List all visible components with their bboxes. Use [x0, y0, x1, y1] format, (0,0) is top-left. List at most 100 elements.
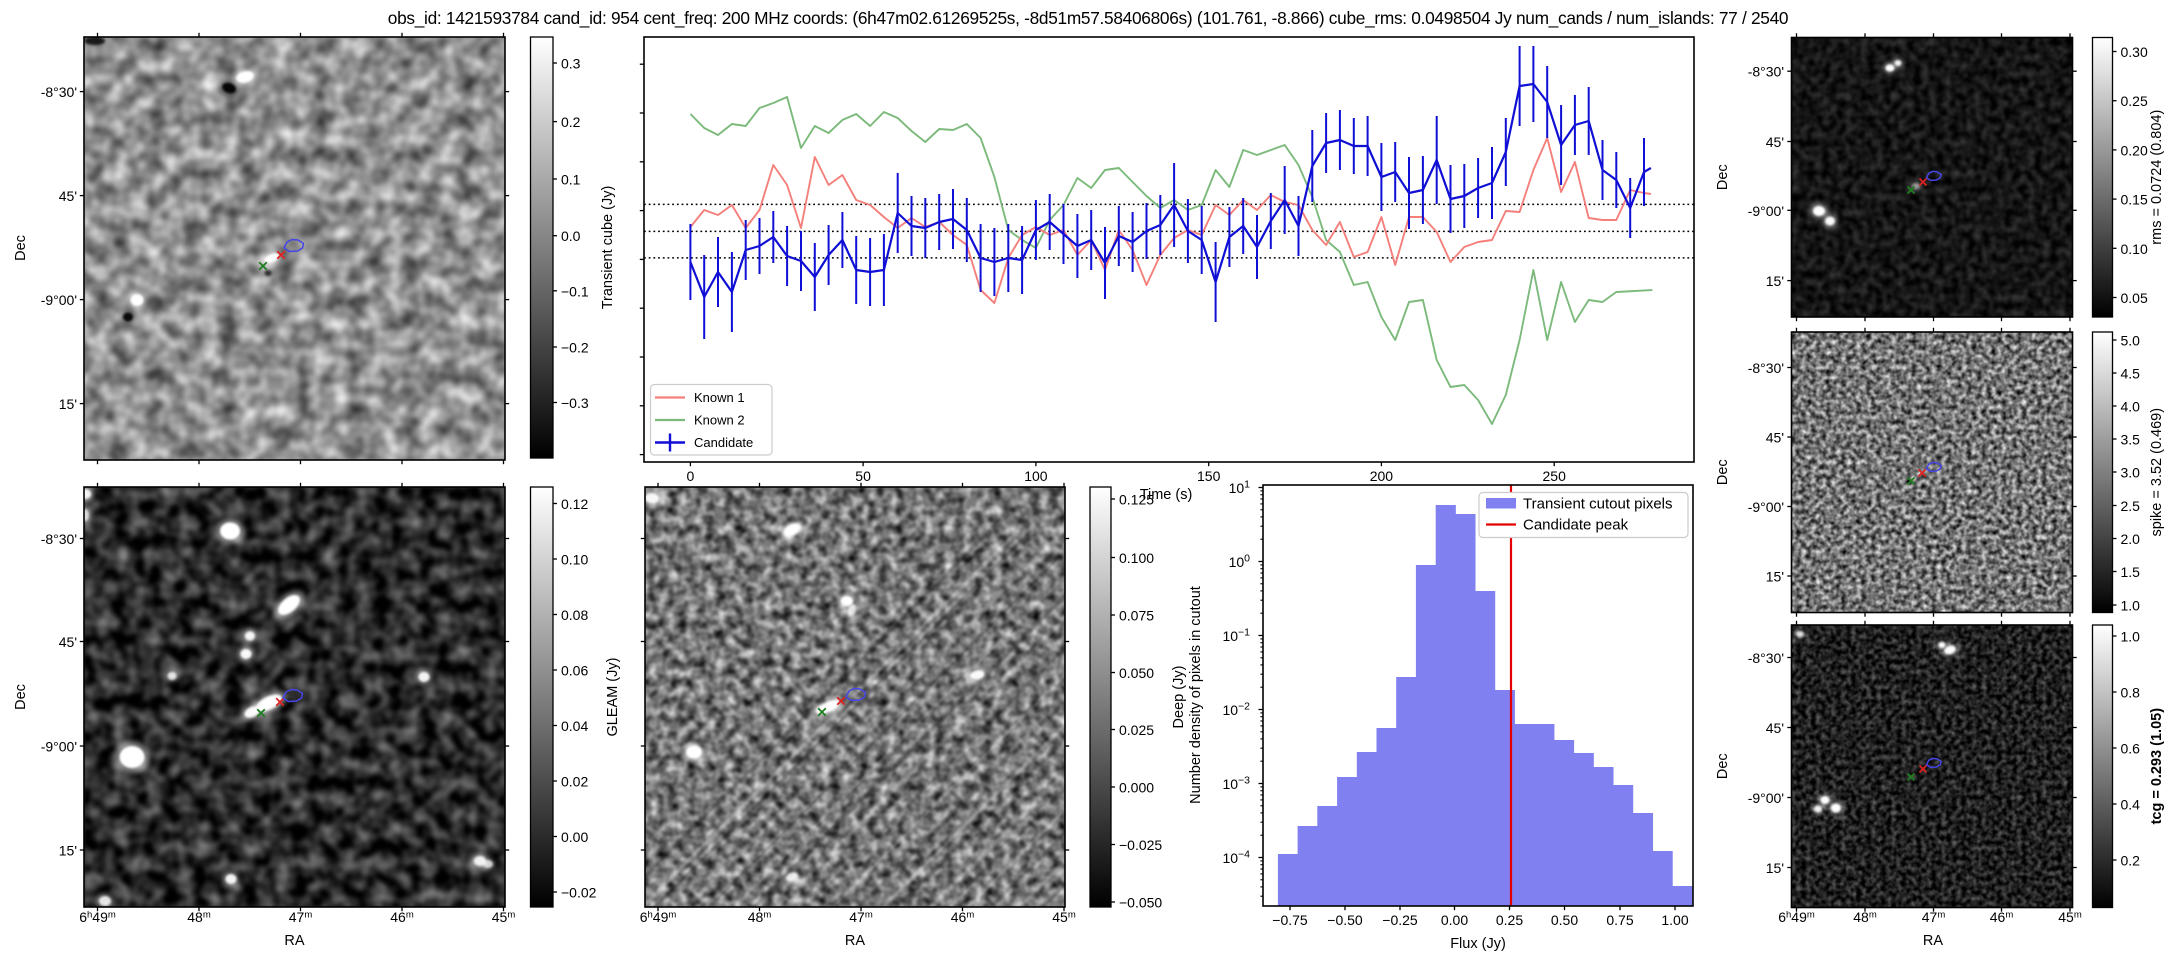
svg-text:0.25: 0.25 [2121, 93, 2148, 109]
svg-text:0: 0 [687, 468, 695, 484]
svg-text:RA: RA [845, 933, 865, 949]
svg-text:0.8: 0.8 [2121, 685, 2141, 701]
svg-text:0.00: 0.00 [1441, 912, 1468, 928]
svg-text:tcg = 0.293 (1.05): tcg = 0.293 (1.05) [2149, 708, 2165, 825]
svg-text:4.5: 4.5 [2121, 366, 2141, 382]
svg-text:45': 45' [1766, 134, 1784, 150]
svg-text:0.6: 0.6 [2121, 741, 2141, 757]
svg-text:1.0: 1.0 [2121, 598, 2141, 614]
svg-text:250: 250 [1543, 468, 1567, 484]
svg-text:Dec: Dec [13, 684, 29, 710]
svg-text:rms = 0.0724 (0.804): rms = 0.0724 (0.804) [2149, 110, 2165, 245]
svg-text:45': 45' [1766, 430, 1784, 446]
svg-text:Dec: Dec [1715, 164, 1731, 190]
svg-text:50: 50 [855, 468, 871, 484]
svg-text:-9°00': -9°00' [1748, 790, 1784, 806]
svg-text:200: 200 [1370, 468, 1394, 484]
svg-text:Known 1: Known 1 [694, 390, 745, 405]
svg-text:RA: RA [284, 933, 304, 949]
svg-text:0.025: 0.025 [1119, 722, 1154, 738]
svg-text:−0.02: −0.02 [561, 885, 597, 901]
svg-text:0.08: 0.08 [561, 607, 588, 623]
svg-text:0.05: 0.05 [2121, 290, 2148, 306]
svg-text:1.0: 1.0 [2121, 629, 2141, 645]
svg-text:Transient cube (Jy): Transient cube (Jy) [600, 186, 616, 310]
svg-text:0.25: 0.25 [1496, 912, 1523, 928]
svg-text:1.00: 1.00 [1661, 912, 1688, 928]
svg-text:0.20: 0.20 [2121, 142, 2148, 158]
svg-text:-9°00': -9°00' [41, 292, 77, 308]
svg-text:0.100: 0.100 [1119, 550, 1154, 566]
svg-text:-8°30': -8°30' [41, 531, 77, 547]
svg-text:4.0: 4.0 [2121, 399, 2141, 415]
svg-text:−0.25: −0.25 [1382, 912, 1418, 928]
svg-text:0.00: 0.00 [561, 829, 588, 845]
svg-text:0.4: 0.4 [2121, 797, 2141, 813]
svg-text:45': 45' [1766, 720, 1784, 736]
svg-text:0.10: 0.10 [2121, 241, 2148, 257]
svg-text:GLEAM (Jy): GLEAM (Jy) [605, 658, 621, 737]
svg-text:Time (s): Time (s) [1140, 487, 1193, 503]
svg-text:0.2: 0.2 [561, 114, 581, 130]
svg-text:Known 2: Known 2 [694, 413, 745, 428]
svg-text:1.5: 1.5 [2121, 564, 2141, 580]
svg-text:0.2: 0.2 [2121, 853, 2141, 869]
svg-text:0.125: 0.125 [1119, 492, 1154, 508]
svg-text:0.3: 0.3 [561, 56, 581, 72]
svg-text:0.12: 0.12 [561, 496, 588, 512]
svg-text:45': 45' [59, 188, 77, 204]
svg-text:0.15: 0.15 [2121, 192, 2148, 208]
svg-text:obs_id: 1421593784 cand_id: 95: obs_id: 1421593784 cand_id: 954 cent_fre… [388, 8, 1788, 28]
svg-text:3.0: 3.0 [2121, 465, 2141, 481]
svg-text:Transient cutout pixels: Transient cutout pixels [1523, 496, 1673, 513]
svg-text:0.75: 0.75 [1606, 912, 1633, 928]
svg-text:-8°30': -8°30' [1748, 64, 1784, 80]
svg-text:15': 15' [59, 396, 77, 412]
svg-text:−0.50: −0.50 [1327, 912, 1363, 928]
svg-text:15': 15' [1766, 273, 1784, 289]
svg-text:0.075: 0.075 [1119, 608, 1154, 624]
svg-text:−0.75: −0.75 [1272, 912, 1308, 928]
svg-text:2.5: 2.5 [2121, 498, 2141, 514]
svg-text:−0.3: −0.3 [561, 395, 589, 411]
svg-text:0.02: 0.02 [561, 774, 588, 790]
svg-text:-9°00': -9°00' [41, 739, 77, 755]
svg-text:-8°30': -8°30' [1748, 360, 1784, 376]
svg-text:15': 15' [1766, 860, 1784, 876]
svg-text:15': 15' [1766, 569, 1784, 585]
svg-text:−0.025: −0.025 [1119, 837, 1162, 853]
svg-text:−0.2: −0.2 [561, 340, 589, 356]
svg-text:Deep (Jy): Deep (Jy) [1171, 666, 1187, 729]
svg-text:0.050: 0.050 [1119, 665, 1154, 681]
svg-text:Dec: Dec [1715, 459, 1731, 485]
svg-text:-8°30': -8°30' [41, 84, 77, 100]
svg-text:0.04: 0.04 [561, 718, 588, 734]
svg-text:−0.1: −0.1 [561, 283, 589, 299]
svg-text:RA: RA [1923, 933, 1943, 949]
svg-text:0.30: 0.30 [2121, 44, 2148, 60]
svg-text:15': 15' [59, 843, 77, 859]
svg-text:Number density of pixels in cu: Number density of pixels in cutout [1188, 586, 1204, 804]
svg-text:45': 45' [59, 634, 77, 650]
svg-text:-9°00': -9°00' [1748, 203, 1784, 219]
svg-text:5.0: 5.0 [2121, 333, 2141, 349]
svg-text:0.10: 0.10 [561, 552, 588, 568]
svg-text:0.1: 0.1 [561, 172, 581, 188]
svg-text:3.5: 3.5 [2121, 432, 2141, 448]
svg-text:150: 150 [1197, 468, 1221, 484]
svg-text:Dec: Dec [1715, 753, 1731, 779]
svg-text:Dec: Dec [13, 235, 29, 261]
svg-text:100: 100 [1024, 468, 1048, 484]
svg-text:spike = 3.52 (0.469): spike = 3.52 (0.469) [2149, 408, 2165, 537]
svg-text:0.0: 0.0 [561, 228, 581, 244]
svg-text:Candidate peak: Candidate peak [1523, 517, 1629, 534]
svg-text:0.50: 0.50 [1551, 912, 1578, 928]
svg-text:0.000: 0.000 [1119, 780, 1154, 796]
svg-text:0.06: 0.06 [561, 663, 588, 679]
svg-text:2.0: 2.0 [2121, 531, 2141, 547]
svg-text:Candidate: Candidate [694, 435, 753, 450]
svg-text:−0.050: −0.050 [1119, 895, 1162, 911]
svg-text:Flux (Jy): Flux (Jy) [1450, 936, 1506, 952]
svg-text:-9°00': -9°00' [1748, 499, 1784, 515]
svg-text:-8°30': -8°30' [1748, 650, 1784, 666]
